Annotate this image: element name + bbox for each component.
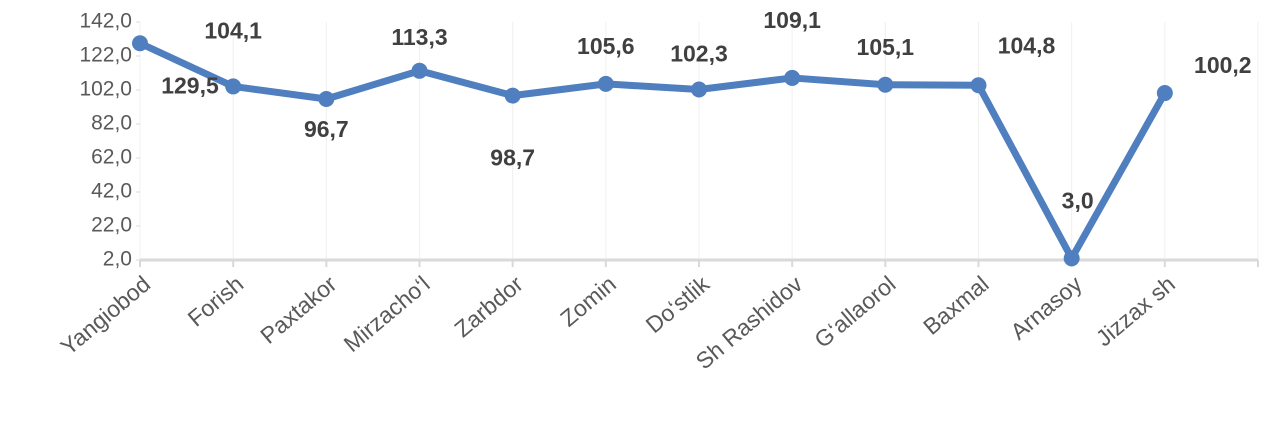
x-tick-label: Paxtakor (255, 270, 342, 348)
y-tick-label: 102,0 (79, 78, 132, 101)
point (784, 69, 801, 86)
y-tick-label: 142,0 (79, 10, 132, 33)
x-tick-label: Zarbdor (449, 270, 528, 342)
x-tick-label: Do‘stlik (641, 270, 715, 338)
data-label: 129,5 (161, 72, 219, 98)
point (597, 75, 614, 92)
x-tick-label: Forish (183, 271, 249, 332)
x-tick-label: Yangiobod (55, 271, 155, 361)
data-label: 105,6 (577, 33, 635, 59)
data-label: 104,1 (204, 18, 262, 44)
x-tick-label: Zomin (555, 271, 621, 332)
data-label: 3,0 (1062, 187, 1094, 213)
y-tick-label: 22,0 (91, 214, 132, 237)
data-label: 113,3 (391, 24, 447, 50)
data-label: 100,2 (1194, 52, 1252, 78)
y-tick-label: 2,0 (103, 248, 132, 271)
data-label: 102,3 (670, 41, 728, 67)
point (1063, 250, 1080, 267)
y-tick-label: 122,0 (79, 44, 132, 67)
x-tick-label: Arnasoy (1005, 270, 1087, 344)
point (318, 91, 335, 108)
point (504, 87, 521, 104)
data-label: 109,1 (763, 7, 821, 33)
point (877, 76, 894, 93)
x-tick-label: G‘allaorol (809, 271, 900, 353)
point (1156, 85, 1173, 102)
point (225, 78, 242, 95)
x-tick-label: Jizzax sh (1091, 271, 1180, 352)
point (411, 62, 428, 79)
x-tick-label: Mirzacho‘l (339, 271, 435, 357)
data-label: 96,7 (304, 116, 349, 142)
data-label: 104,8 (998, 32, 1056, 58)
y-tick-label: 82,0 (91, 112, 132, 135)
point (691, 81, 707, 98)
point (970, 77, 987, 94)
data-label: 105,1 (857, 34, 915, 60)
y-tick-label: 42,0 (91, 180, 132, 203)
data-label: 98,7 (490, 145, 535, 171)
x-tick-label: Baxmal (918, 271, 993, 340)
line (138, 40, 1168, 262)
point (132, 35, 148, 52)
y-tick-label: 62,0 (91, 146, 132, 169)
